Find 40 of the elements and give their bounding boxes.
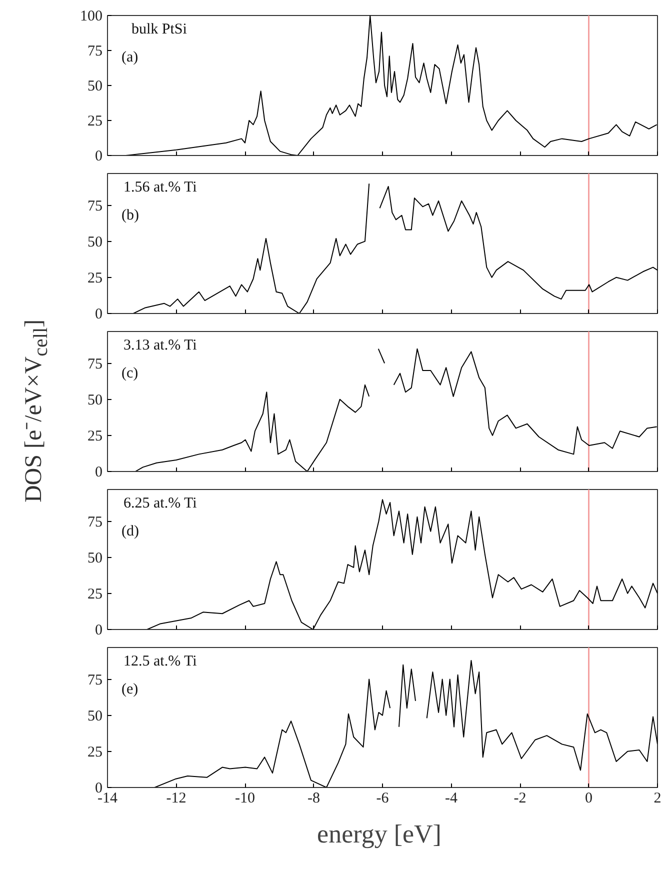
annotation: (c) [122,366,138,382]
y-tick-label: 75 [88,514,102,530]
x-tick-label: -2 [514,790,526,806]
annotation: (b) [122,208,139,224]
annotation: 12.5 at.% Ti [124,654,197,670]
annotation: 1.56 at.% Ti [124,180,197,196]
y-tick-label: 25 [88,270,102,286]
y-tick-label: 100 [80,8,102,24]
y-tick-label: 25 [88,114,102,130]
x-tick-label: -12 [166,790,186,806]
x-tick-label: -4 [445,790,458,806]
y-tick-label: 50 [88,392,102,408]
y-tick-label: 50 [88,708,102,724]
y-tick-label: 25 [88,586,102,602]
y-tick-label: 50 [88,234,102,250]
y-tick-label: 50 [88,550,102,566]
x-tick-label: 2 [654,790,662,806]
y-tick-label: 0 [95,780,102,796]
y-tick-label: 0 [95,148,102,164]
y-tick-label: 0 [95,622,102,638]
x-tick-label: 0 [585,790,592,806]
y-tick-label: 0 [95,464,102,480]
annotation: (e) [122,682,138,698]
y-tick-label: 0 [95,306,102,322]
annotation: (a) [122,50,138,66]
y-tick-label: 75 [88,44,102,60]
y-tick-label: 75 [88,672,102,688]
y-tick-label: 75 [88,198,102,214]
y-tick-label: 75 [88,356,102,372]
y-tick-label: 50 [88,78,102,94]
x-tick-label: -10 [235,790,255,806]
x-tick-label: -6 [376,790,390,806]
annotation: bulk PtSi [132,22,187,38]
annotation: (d) [122,524,139,540]
x-axis-title: energy [eV] [317,820,442,848]
y-tick-label: 25 [88,744,102,760]
annotation: 6.25 at.% Ti [124,496,197,512]
y-tick-label: 25 [88,428,102,444]
annotation: 3.13 at.% Ti [124,338,197,354]
x-tick-label: -8 [308,790,320,806]
